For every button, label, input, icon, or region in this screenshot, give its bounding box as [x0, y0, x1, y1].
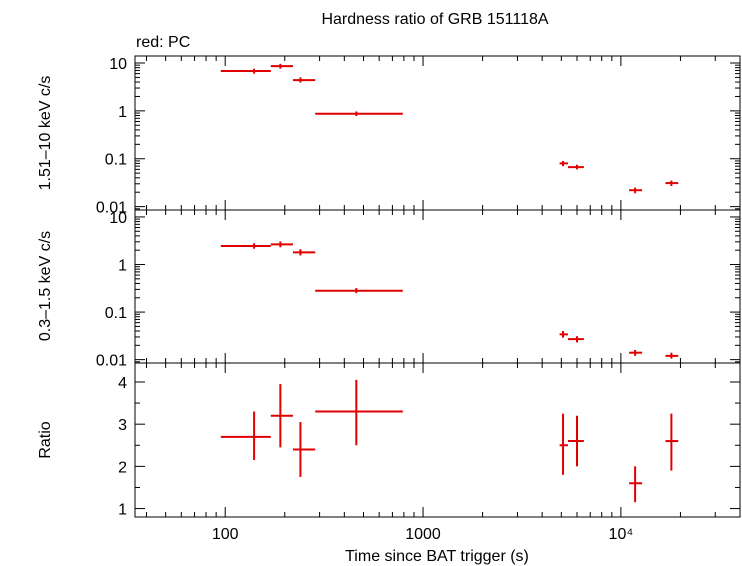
- data-point: [270, 384, 293, 448]
- data-point: [315, 379, 403, 446]
- data-point: [292, 422, 316, 477]
- panel-ratio: 1 2 3 4: [118, 362, 741, 519]
- x-axis-label: Time since BAT trigger (s): [345, 548, 529, 565]
- y-tick-label: 10: [109, 210, 127, 227]
- data-point: [220, 411, 271, 461]
- data-point: [665, 413, 679, 471]
- x-tick-label: 10⁴: [609, 526, 634, 543]
- data-point: [270, 241, 293, 248]
- data-point: [567, 336, 584, 343]
- panel-soft: 10 1 0.1 0.01: [96, 209, 741, 370]
- panel-frame-ratio: [134, 362, 741, 518]
- data-point: [629, 349, 643, 356]
- data-point: [292, 249, 316, 256]
- data-point: [567, 164, 584, 170]
- y-tick-label: 1: [118, 502, 127, 519]
- y-axis-label-soft: 0.3–1.5 keV c/s: [37, 231, 54, 341]
- data-point: [665, 352, 679, 359]
- data-point: [315, 288, 403, 294]
- y-tick-label: 0.1: [105, 305, 127, 322]
- data-point: [629, 187, 643, 194]
- y-tick-label: 0.01: [96, 200, 127, 217]
- y-tick-label: 4: [118, 375, 127, 392]
- data-point: [270, 63, 293, 69]
- data-point: [220, 68, 271, 74]
- y-tick-label: 2: [118, 459, 127, 476]
- data-point: [567, 415, 584, 467]
- y-tick-label: 3: [118, 417, 127, 434]
- x-tick-label: 100: [212, 526, 239, 543]
- y-tick-label: 1: [118, 258, 127, 275]
- data-point: [559, 413, 568, 475]
- y-tick-label: 10: [109, 56, 127, 73]
- y-tick-label: 0.01: [96, 353, 127, 370]
- y-tick-label: 1: [118, 104, 127, 121]
- data-point: [559, 160, 568, 167]
- panel-frame-hard: [134, 55, 741, 211]
- data-point: [220, 243, 271, 249]
- data-point: [292, 77, 316, 83]
- y-tick-label: 0.1: [105, 152, 127, 169]
- data-point: [629, 466, 643, 503]
- data-point: [559, 331, 568, 338]
- panel-hard: 10 1 0.1 0.01: [96, 55, 741, 217]
- chart-subtitle: red: PC: [136, 34, 190, 51]
- y-axis-label-ratio: Ratio: [37, 421, 54, 458]
- data-point: [665, 180, 679, 186]
- chart-title: Hardness ratio of GRB 151118A: [321, 11, 548, 28]
- panel-frame-soft: [134, 209, 741, 364]
- data-point: [315, 111, 403, 117]
- x-tick-label: 1000: [405, 526, 441, 543]
- y-axis-label-hard: 1.51–10 keV c/s: [37, 76, 54, 191]
